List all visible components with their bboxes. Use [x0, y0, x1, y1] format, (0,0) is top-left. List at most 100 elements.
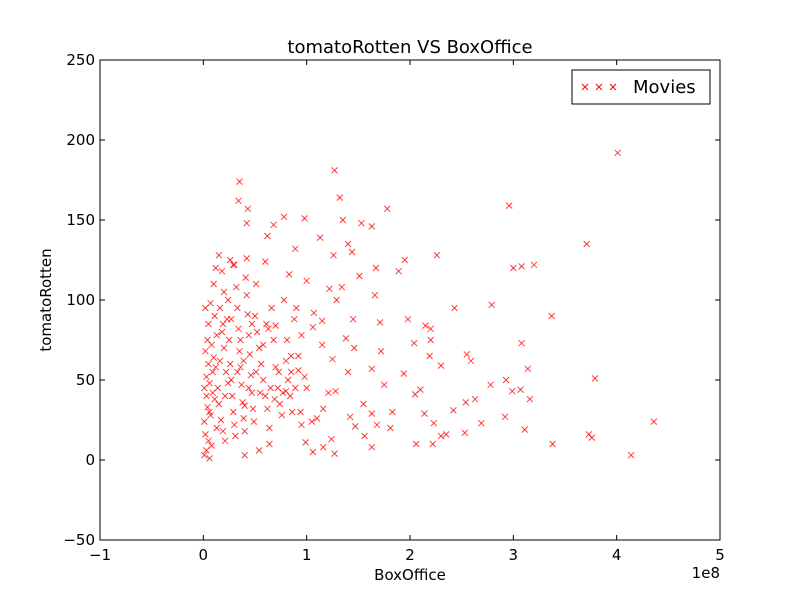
data-point [336, 194, 344, 201]
data-point [530, 261, 538, 269]
data-point [229, 261, 237, 269]
data-point [222, 368, 230, 376]
data-point [291, 384, 299, 392]
legend-marker [581, 83, 589, 91]
data-point [301, 373, 308, 381]
data-point [368, 223, 376, 230]
data-point [213, 331, 221, 339]
data-point [505, 202, 513, 209]
x-tick-label: 3 [509, 546, 519, 564]
data-point [245, 384, 253, 392]
x-tick-label: 2 [405, 546, 415, 564]
data-point [344, 368, 352, 376]
data-point [614, 149, 622, 157]
data-point [237, 336, 244, 344]
data-point [228, 392, 236, 400]
data-point [234, 304, 241, 312]
data-point [264, 405, 271, 413]
data-point [549, 440, 556, 448]
data-point [319, 405, 327, 413]
data-point [230, 261, 238, 269]
data-point [207, 299, 214, 307]
data-point [225, 336, 233, 344]
data-point [501, 413, 509, 421]
x-tick-label: −1 [89, 546, 111, 564]
data-point [351, 423, 359, 430]
data-point [346, 413, 354, 421]
data-point [242, 274, 250, 281]
data-point [442, 431, 450, 438]
data-point [203, 373, 210, 381]
data-point [243, 291, 251, 299]
data-point [270, 336, 277, 344]
data-point [303, 384, 311, 392]
data-point [240, 415, 247, 422]
data-point [214, 384, 222, 392]
data-point [368, 443, 376, 451]
data-point [202, 347, 209, 355]
data-point [330, 251, 337, 259]
data-point [215, 400, 223, 408]
data-point [389, 408, 396, 416]
data-point [282, 357, 290, 365]
data-point [333, 296, 340, 304]
data-point [247, 371, 255, 379]
data-point [241, 402, 249, 409]
data-point [310, 309, 318, 317]
data-point [213, 424, 221, 432]
data-point [302, 439, 309, 446]
data-point [224, 296, 232, 304]
data-point [261, 392, 269, 400]
data-point [318, 317, 326, 325]
data-point [252, 280, 260, 288]
data-point [368, 410, 376, 417]
x-tick-label: 4 [612, 546, 622, 564]
data-point [203, 447, 210, 454]
data-point [212, 264, 220, 272]
data-point [401, 256, 409, 264]
data-point [283, 336, 291, 344]
data-point [233, 283, 240, 291]
data-point [220, 344, 228, 352]
data-point [204, 336, 211, 344]
data-point [421, 410, 428, 417]
data-point [203, 392, 210, 400]
data-point [201, 418, 208, 425]
data-point [411, 391, 419, 398]
data-point [477, 419, 485, 427]
data-point [257, 360, 265, 368]
data-point [303, 277, 311, 285]
data-point [244, 311, 252, 318]
data-point [218, 328, 226, 336]
data-point [627, 451, 635, 459]
data-point [266, 424, 273, 432]
legend-box [571, 69, 711, 105]
data-point [259, 376, 267, 384]
chart-title: tomatoRotten VS BoxOffice [287, 37, 532, 58]
y-tick-label: 100 [66, 291, 95, 309]
data-point [201, 451, 208, 459]
data-point [239, 399, 246, 406]
data-point [583, 240, 591, 248]
data-point [255, 447, 263, 454]
data-point [462, 399, 470, 406]
data-point [308, 418, 316, 425]
data-point [280, 296, 288, 304]
data-point [205, 360, 212, 368]
data-point [502, 376, 510, 384]
data-point [235, 197, 242, 205]
data-point [400, 370, 408, 377]
data-point [230, 421, 238, 429]
data-point [342, 335, 350, 342]
data-point [471, 395, 479, 403]
legend-marker [609, 83, 617, 91]
data-point [358, 219, 365, 227]
data-point [256, 389, 264, 397]
data-point [329, 355, 336, 363]
data-point [206, 408, 213, 416]
x-axis-label: BoxOffice [374, 566, 446, 584]
data-point [267, 384, 274, 392]
legend-label-movies: Movies [633, 77, 696, 98]
data-point [467, 357, 475, 365]
data-point [412, 440, 420, 448]
